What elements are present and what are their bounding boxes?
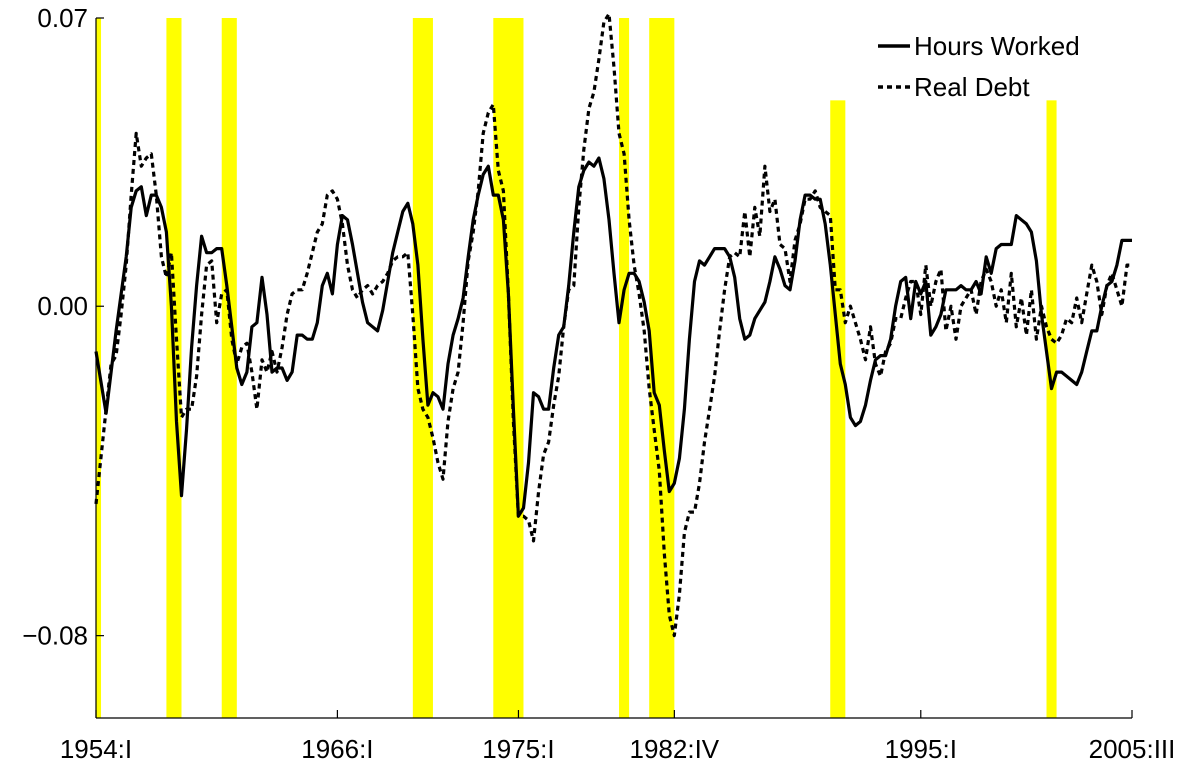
x-tick-label: 2005:III — [1089, 734, 1176, 764]
recession-band — [830, 100, 846, 718]
y-tick-label: 0.00 — [37, 291, 88, 321]
recession-band — [1046, 100, 1057, 718]
recession-band — [221, 18, 237, 718]
axes — [95, 18, 1132, 719]
recession-band — [412, 18, 433, 718]
x-tick-label: 1975:I — [482, 734, 554, 764]
x-tick-label: 1982:IV — [630, 734, 720, 764]
y-tick-label: −0.08 — [22, 621, 88, 651]
x-tick-label: 1966:I — [301, 734, 373, 764]
legend-label-real-debt: Real Debt — [914, 72, 1030, 102]
y-tick-label: 0.07 — [37, 3, 88, 33]
x-tick-label: 1954:I — [60, 734, 132, 764]
recession-bands — [96, 18, 1057, 718]
recession-band — [619, 18, 630, 718]
legend-label-hours-worked: Hours Worked — [914, 31, 1080, 61]
series-line-real-debt — [94, 12, 1132, 638]
series-lines — [94, 12, 1132, 638]
series-line-hours-worked — [94, 156, 1132, 518]
tick-marks: 1954:I 1966:I 1975:I 1982:IV 1995:I 2005:III 0… — [22, 3, 1175, 764]
legend: Hours Worked Real Debt — [878, 31, 1080, 102]
x-tick-label: 1995:I — [885, 734, 957, 764]
recession-band — [493, 18, 524, 718]
